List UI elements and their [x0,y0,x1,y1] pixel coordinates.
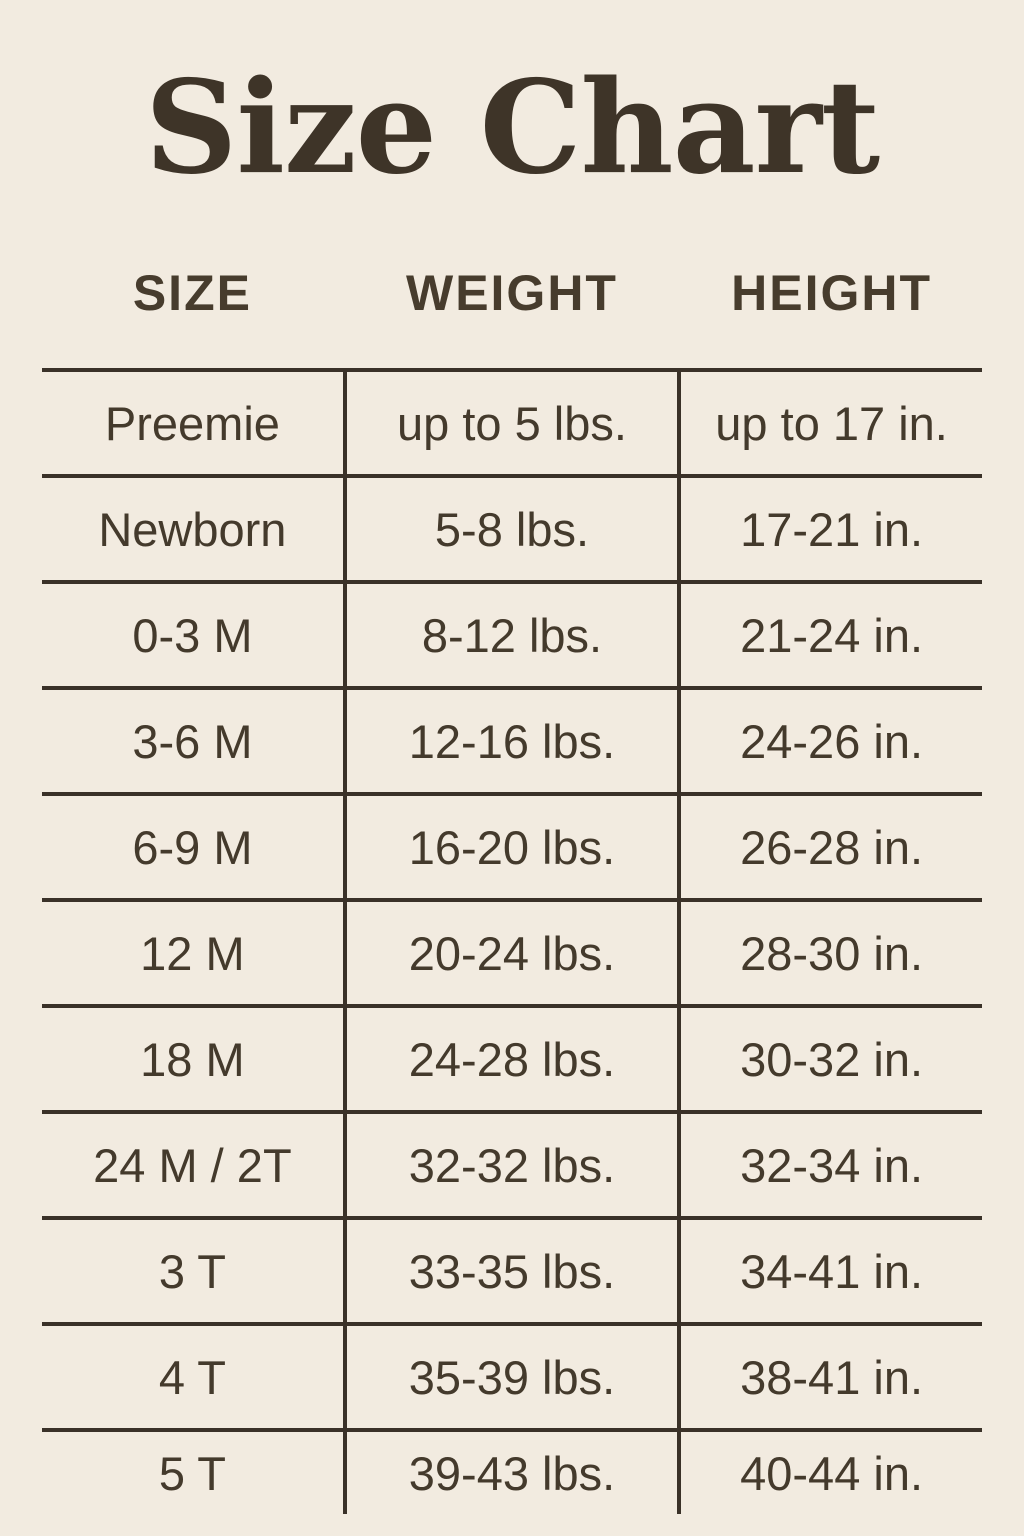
table-row: Preemie up to 5 lbs. up to 17 in. [42,372,982,478]
cell-height: 17-21 in. [740,502,924,556]
page-title: Size Chart [144,53,880,203]
table-row: 6-9 M 16-20 lbs. 26-28 in. [42,796,982,902]
cell-size: 3 T [158,1244,226,1298]
column-header-size: SIZE [132,265,252,321]
cell-weight: 12-16 lbs. [342,690,682,792]
cell-weight: 32-32 lbs. [342,1114,682,1216]
cell-height: 32-34 in. [740,1138,924,1192]
table-row: 3 T 33-35 lbs. 34-41 in. [42,1220,982,1326]
cell-weight: up to 5 lbs. [342,372,682,474]
table-row: 3-6 M 12-16 lbs. 24-26 in. [42,690,982,796]
cell-size: 12 M [140,926,245,980]
cell-height: 38-41 in. [740,1350,924,1404]
cell-size: 5 T [158,1446,226,1500]
cell-height: 34-41 in. [740,1244,924,1298]
cell-weight: 33-35 lbs. [342,1220,682,1322]
cell-height: 28-30 in. [740,926,924,980]
cell-size: 6-9 M [132,820,253,874]
cell-height: 24-26 in. [740,714,924,768]
table-row: 24 M / 2T 32-32 lbs. 32-34 in. [42,1114,982,1220]
table-row: 5 T 39-43 lbs. 40-44 in. [42,1432,982,1514]
table-header-row: SIZE WEIGHT HEIGHT [42,218,982,368]
cell-height: 30-32 in. [740,1032,924,1086]
cell-size: 4 T [158,1350,226,1404]
cell-weight: 5-8 lbs. [342,478,682,580]
cell-size: Newborn [98,502,287,556]
size-chart-table: SIZE WEIGHT HEIGHT Preemie up to 5 lbs. … [42,218,982,1514]
cell-height: 21-24 in. [740,608,924,662]
cell-height: up to 17 in. [715,396,948,450]
table-body: Preemie up to 5 lbs. up to 17 in. Newbor… [42,368,982,1514]
table-row: 4 T 35-39 lbs. 38-41 in. [42,1326,982,1432]
cell-weight: 35-39 lbs. [342,1326,682,1428]
column-header-weight: WEIGHT [406,265,618,321]
table-row: 0-3 M 8-12 lbs. 21-24 in. [42,584,982,690]
cell-size: 24 M / 2T [93,1138,292,1192]
table-row: 18 M 24-28 lbs. 30-32 in. [42,1008,982,1114]
column-header-height: HEIGHT [731,265,933,321]
table-row: Newborn 5-8 lbs. 17-21 in. [42,478,982,584]
cell-height: 26-28 in. [740,820,924,874]
cell-size: Preemie [104,396,280,450]
cell-size: 0-3 M [132,608,253,662]
cell-size: 3-6 M [132,714,253,768]
cell-weight: 20-24 lbs. [342,902,682,1004]
cell-size: 18 M [140,1032,245,1086]
cell-height: 40-44 in. [740,1446,924,1500]
table-row: 12 M 20-24 lbs. 28-30 in. [42,902,982,1008]
cell-weight: 8-12 lbs. [342,584,682,686]
cell-weight: 39-43 lbs. [342,1432,682,1514]
cell-weight: 24-28 lbs. [342,1008,682,1110]
cell-weight: 16-20 lbs. [342,796,682,898]
